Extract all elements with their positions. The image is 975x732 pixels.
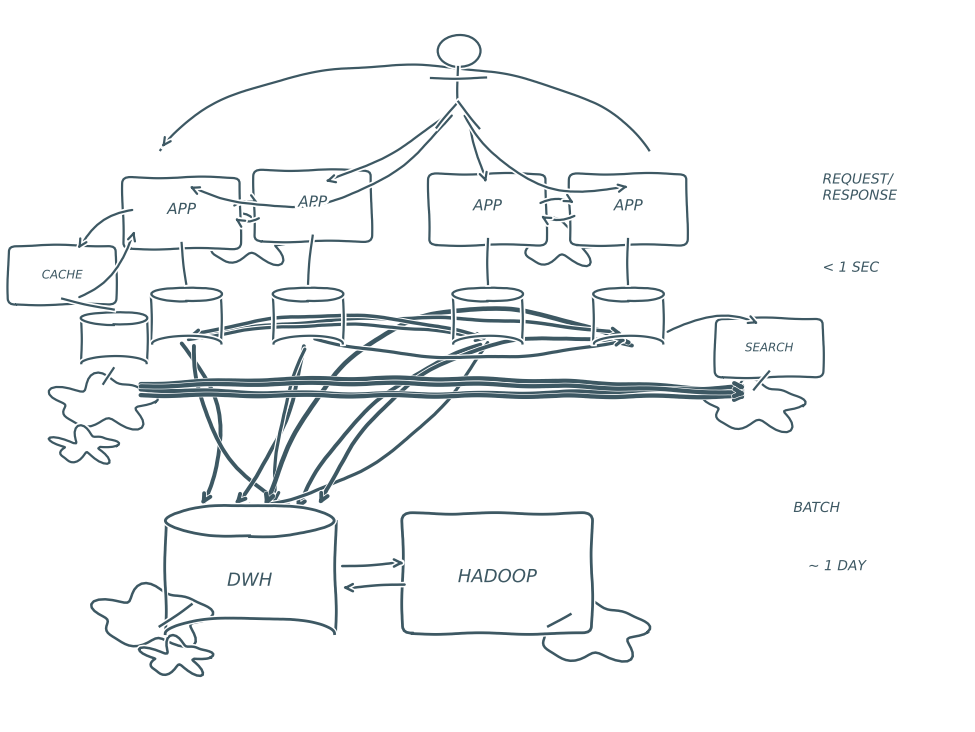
Text: APP: APP — [167, 202, 196, 217]
Text: APP: APP — [614, 198, 643, 213]
Ellipse shape — [151, 287, 221, 301]
FancyBboxPatch shape — [429, 173, 546, 245]
Text: APP: APP — [298, 195, 328, 209]
Text: REQUEST/
RESPONSE: REQUEST/ RESPONSE — [823, 173, 897, 203]
FancyBboxPatch shape — [569, 173, 687, 245]
Ellipse shape — [81, 312, 146, 324]
FancyBboxPatch shape — [8, 245, 116, 305]
Text: SEARCH: SEARCH — [745, 341, 794, 354]
Ellipse shape — [165, 505, 334, 537]
Ellipse shape — [594, 287, 663, 301]
Text: CACHE: CACHE — [42, 269, 83, 282]
Text: BATCH: BATCH — [794, 501, 840, 515]
FancyBboxPatch shape — [716, 318, 823, 377]
Text: HADOOP: HADOOP — [458, 568, 536, 586]
Ellipse shape — [452, 287, 523, 301]
Text: < 1 SEC: < 1 SEC — [823, 261, 879, 274]
Ellipse shape — [273, 287, 343, 301]
FancyBboxPatch shape — [403, 513, 592, 634]
FancyBboxPatch shape — [123, 177, 241, 249]
Text: DWH: DWH — [227, 572, 272, 590]
Circle shape — [437, 34, 480, 67]
Text: ~ 1 DAY: ~ 1 DAY — [808, 559, 866, 573]
Text: APP: APP — [473, 198, 502, 213]
FancyBboxPatch shape — [254, 170, 371, 242]
